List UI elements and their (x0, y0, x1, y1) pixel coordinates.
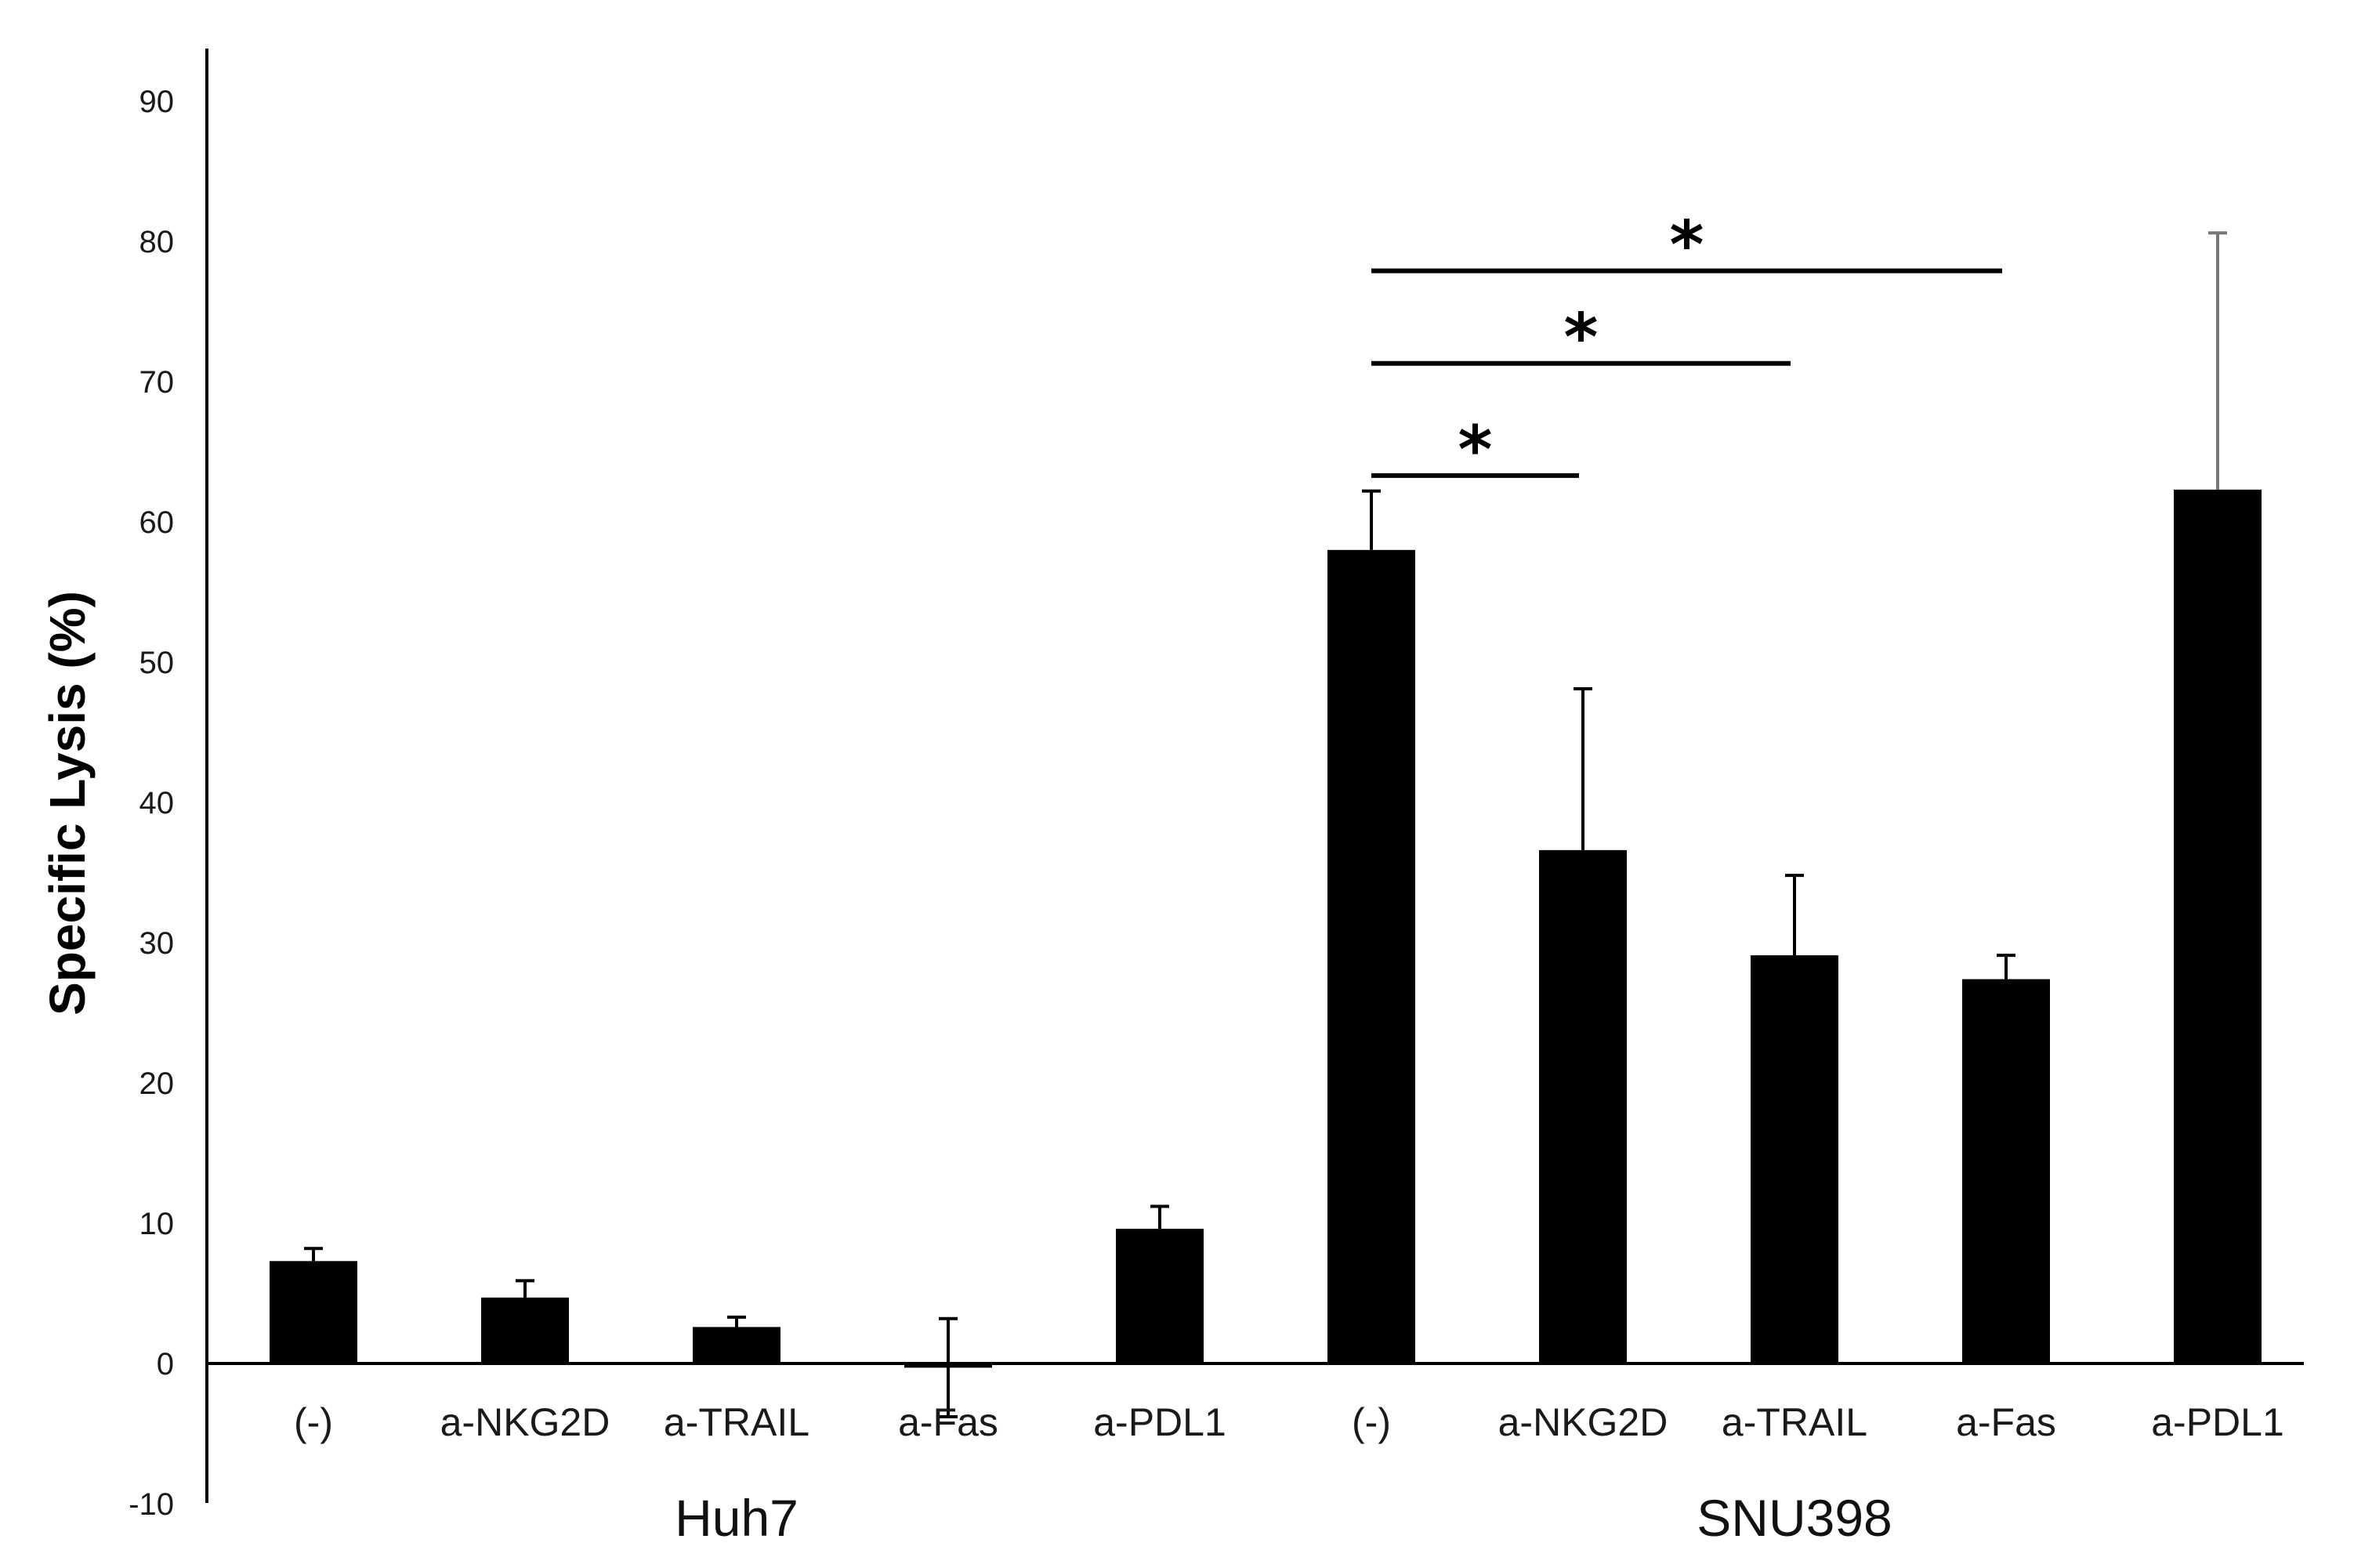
significance-star: * (1564, 299, 1599, 376)
x-tick-label: (-) (1352, 1400, 1391, 1444)
x-tick-label: (-) (294, 1400, 333, 1444)
y-tick-label: 90 (139, 85, 175, 119)
plot-area: -10 0 10 20 30 40 50 60 70 80 90 (-) a-NKG2D a-TRAIL a… (129, 49, 2304, 1547)
x-tick-label: a-NKG2D (1498, 1400, 1668, 1444)
y-axis-label: Specific Lysis (%) (39, 591, 96, 1016)
y-tick-label: 40 (139, 786, 175, 820)
y-tick-label: -10 (129, 1487, 174, 1522)
x-tick-label: a-Fas (1956, 1400, 2056, 1444)
x-tick-label: a-PDL1 (2151, 1400, 2284, 1444)
bar (1539, 849, 1627, 1363)
group-label: SNU398 (1697, 1489, 1892, 1547)
bar (693, 1327, 780, 1363)
bar (1116, 1229, 1204, 1363)
y-tick-label: 80 (139, 225, 175, 259)
y-tick-label: 70 (139, 365, 175, 400)
significance-star: * (1670, 207, 1704, 284)
y-tick-label: 50 (139, 646, 175, 680)
group-label: Huh7 (675, 1489, 799, 1547)
bar (1962, 979, 2050, 1363)
y-tick-label: 10 (139, 1207, 175, 1241)
y-tick-label: 30 (139, 926, 175, 961)
y-tick-label: 0 (157, 1347, 174, 1382)
x-tick-label: a-TRAIL (664, 1400, 809, 1444)
bar (1327, 549, 1415, 1363)
bar (270, 1261, 357, 1363)
x-tick-label: a-Fas (898, 1400, 998, 1444)
x-tick-label: a-TRAIL (1722, 1400, 1867, 1444)
x-tick-label: a-PDL1 (1093, 1400, 1226, 1444)
bar (1751, 955, 1838, 1363)
y-tick-label: 60 (139, 505, 175, 540)
significance-star: * (1458, 411, 1493, 488)
x-tick-label: a-NKG2D (440, 1400, 610, 1444)
bar (481, 1297, 569, 1363)
y-tick-label: 20 (139, 1066, 175, 1101)
bar (2174, 489, 2262, 1363)
